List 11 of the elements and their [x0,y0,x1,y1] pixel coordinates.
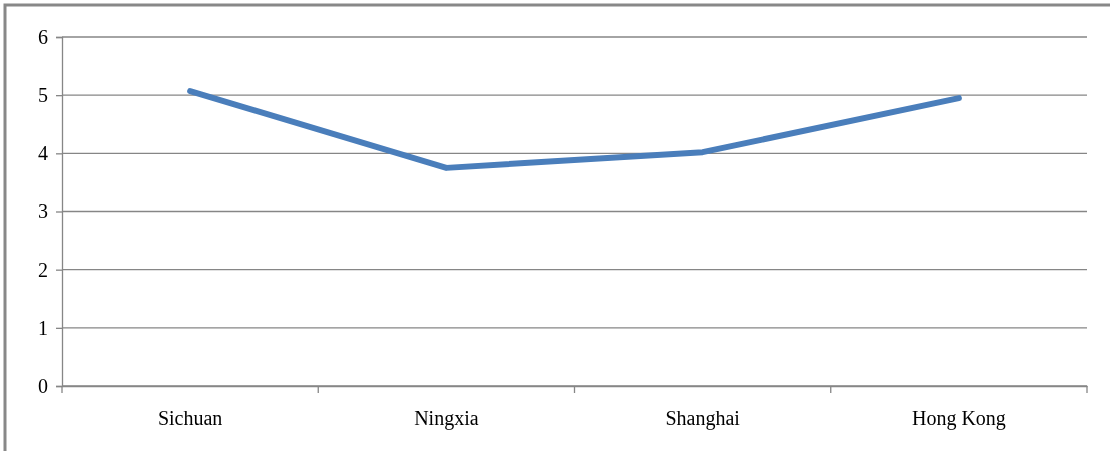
x-tick-label: Hong Kong [911,407,1006,431]
x-tick-label: Sichuan [157,407,223,430]
x-tick-label: Ningxia [414,407,479,431]
y-tick-label: 3 [38,200,48,223]
y-tick-label: 4 [38,142,48,165]
y-tick-label: 2 [38,258,48,281]
y-tick-label: 0 [38,374,48,397]
x-tick-label: Shanghai [665,407,741,431]
y-tick-label: 1 [38,316,48,339]
y-tick-label: 5 [38,84,48,107]
y-tick-label: 6 [38,25,48,48]
